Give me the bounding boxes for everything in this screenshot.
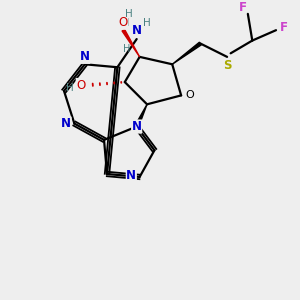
Text: F: F	[279, 21, 287, 34]
Text: H: H	[143, 18, 151, 28]
Text: O: O	[185, 90, 194, 100]
Text: O: O	[119, 16, 128, 29]
Text: H: H	[66, 83, 74, 93]
Text: F: F	[238, 1, 247, 14]
Text: H: H	[124, 44, 131, 55]
Polygon shape	[135, 104, 147, 128]
Polygon shape	[122, 29, 140, 57]
Text: N: N	[80, 50, 90, 63]
Polygon shape	[172, 42, 201, 64]
Text: H: H	[122, 18, 130, 28]
Text: H: H	[125, 9, 133, 19]
Text: N: N	[126, 169, 136, 182]
Text: S: S	[223, 59, 231, 72]
Text: N: N	[132, 24, 142, 37]
Text: N: N	[61, 117, 71, 130]
Text: N: N	[132, 120, 142, 133]
Text: O: O	[76, 79, 86, 92]
